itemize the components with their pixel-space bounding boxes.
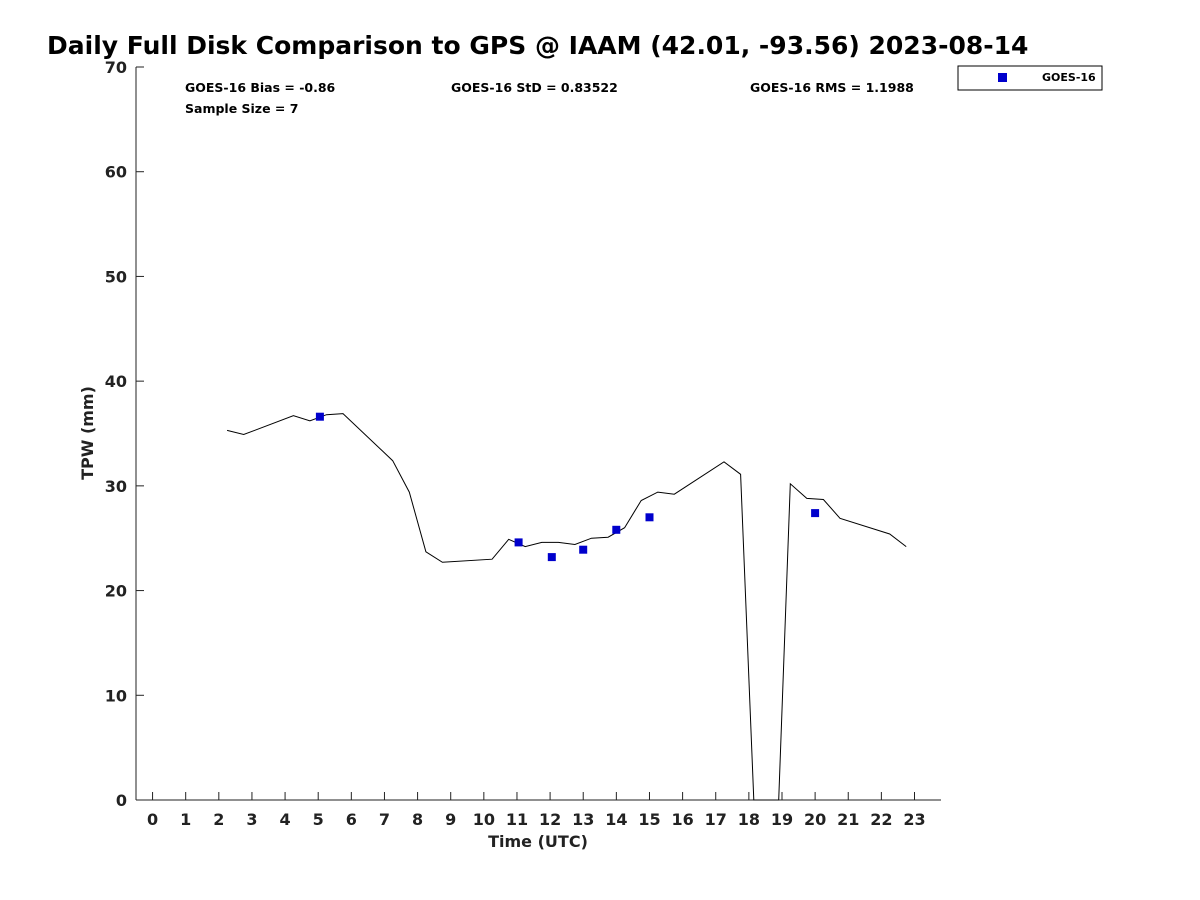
goes16-point [645, 513, 654, 522]
y-tick-label: 70 [105, 58, 127, 77]
stat-std: GOES-16 StD = 0.83522 [451, 80, 618, 95]
legend: GOES-16 [957, 65, 1103, 91]
x-tick-label: 13 [572, 810, 594, 829]
x-tick-label: 9 [445, 810, 456, 829]
x-tick-label: 21 [837, 810, 859, 829]
x-tick-label: 0 [147, 810, 158, 829]
x-tick-label: 2 [213, 810, 224, 829]
stat-bias: GOES-16 Bias = -0.86 [185, 80, 336, 95]
series-layer [226, 412, 907, 801]
y-tick-label: 20 [105, 582, 127, 601]
chart-title: Daily Full Disk Comparison to GPS @ IAAM… [47, 31, 1028, 60]
x-tick-label: 19 [771, 810, 793, 829]
y-tick-label: 10 [105, 686, 127, 705]
x-tick-label: 17 [705, 810, 727, 829]
y-tick-label: 40 [105, 372, 127, 391]
legend-label: GOES-16 [1042, 71, 1096, 84]
y-tick-label: 0 [116, 791, 127, 810]
x-tick-label: 14 [605, 810, 627, 829]
gps-line [226, 413, 907, 801]
x-tick-label: 18 [738, 810, 760, 829]
x-tick-label: 10 [473, 810, 495, 829]
stat-sample-size: Sample Size = 7 [185, 101, 298, 116]
x-tick-label: 3 [246, 810, 257, 829]
legend-marker [998, 73, 1007, 82]
legend-box [957, 65, 1103, 91]
goes16-point [579, 545, 588, 554]
y-tick-label: 50 [105, 267, 127, 286]
y-tick-label: 60 [105, 163, 127, 182]
x-axis-ticks: 0 1 2 3 4 5 6 7 8 9 10 11 12 13 14 15 16 17 18 19 20 21 22 23 [147, 792, 926, 829]
x-tick-label: 7 [379, 810, 390, 829]
x-tick-label: 6 [346, 810, 357, 829]
y-axis-label: TPW (mm) [78, 386, 97, 480]
x-tick-label: 16 [671, 810, 693, 829]
goes16-point [811, 509, 820, 518]
x-tick-label: 5 [313, 810, 324, 829]
goes16-point [315, 412, 324, 421]
goes16-point [514, 538, 523, 547]
plot-frame [135, 67, 941, 801]
x-tick-label: 12 [539, 810, 561, 829]
x-tick-label: 4 [280, 810, 291, 829]
x-tick-label: 8 [412, 810, 423, 829]
goes16-point [547, 553, 556, 562]
x-tick-label: 20 [804, 810, 826, 829]
x-tick-label: 1 [180, 810, 191, 829]
y-tick-label: 30 [105, 477, 127, 496]
y-axis-ticks: 0 10 20 30 40 50 60 70 [105, 58, 144, 810]
x-tick-label: 23 [903, 810, 925, 829]
stat-rms: GOES-16 RMS = 1.1988 [750, 80, 914, 95]
x-axis-label: Time (UTC) [488, 832, 588, 851]
goes16-point [612, 525, 621, 534]
x-tick-label: 15 [638, 810, 660, 829]
x-tick-label: 22 [870, 810, 892, 829]
x-tick-label: 11 [506, 810, 528, 829]
